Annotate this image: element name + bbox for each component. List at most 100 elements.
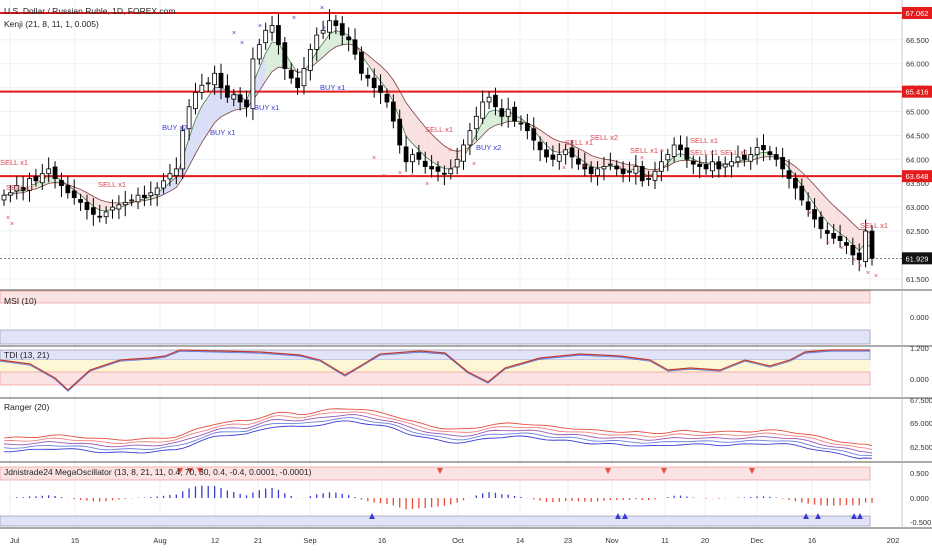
level-price-tag <box>902 6 932 19</box>
candle-body <box>263 29 269 44</box>
signal-cross: × <box>6 215 10 222</box>
candle-body <box>1 194 7 201</box>
candle-body <box>793 178 798 189</box>
mega-buy-marker <box>622 513 628 519</box>
ranger-label: Ranger (20) <box>4 402 50 412</box>
candle-body <box>556 154 562 162</box>
kenji-band-segment <box>380 65 387 90</box>
candle-body <box>403 146 409 163</box>
candle-body <box>607 163 613 166</box>
kenji-band-segment <box>201 96 209 143</box>
kenji-band-segment <box>272 42 279 72</box>
kenji-band-segment <box>189 119 196 167</box>
kenji-band-segment <box>316 43 324 63</box>
candle-body <box>410 154 415 163</box>
kenji-band-segment <box>169 177 177 192</box>
candle-body <box>473 115 479 130</box>
candle-body <box>301 68 307 87</box>
time-tick-label: 20 <box>701 536 709 545</box>
kenji-band-segment <box>425 127 432 162</box>
candle-body <box>697 163 703 167</box>
time-tick-label: 16 <box>378 536 386 545</box>
kenji-band-segment <box>482 111 490 136</box>
signal-cross: × <box>448 147 452 154</box>
candle-body <box>110 206 115 211</box>
candle-body <box>250 58 256 110</box>
candle-body <box>620 168 626 175</box>
level-price-tag <box>902 85 932 98</box>
signal-cross: × <box>660 148 664 155</box>
candle-body <box>601 166 607 170</box>
signal-cross: × <box>858 263 862 270</box>
kenji-band-segment <box>418 119 426 157</box>
candle-body <box>837 235 843 241</box>
ranger-tick-label: 65.000 <box>910 419 932 428</box>
candle-body <box>33 176 39 182</box>
kenji-band-segment <box>827 199 834 229</box>
msi-tick-label: 0.000 <box>910 313 929 322</box>
mega-lower-zone <box>0 515 871 527</box>
candle-body <box>212 72 217 86</box>
mega-sell-marker <box>749 468 755 474</box>
kenji-band-segment <box>597 157 604 168</box>
candle-body <box>237 94 243 103</box>
candle-body <box>307 49 313 71</box>
candle-body <box>14 185 20 192</box>
signal-label: SELL x1 <box>860 221 888 230</box>
kenji-band-segment <box>852 223 860 251</box>
msi-label: MSI (10) <box>4 296 37 306</box>
ranger-band-line <box>3 420 873 459</box>
candle-body <box>46 168 52 175</box>
candle-body <box>448 168 454 175</box>
candle-body <box>167 173 173 180</box>
price-tick-label: 64.000 <box>906 155 929 164</box>
mega-sell-marker <box>605 468 611 474</box>
ranger-tick-label: 62.500 <box>910 443 932 452</box>
signal-cross: × <box>582 163 586 170</box>
candle-body <box>256 44 262 60</box>
signal-cross: × <box>840 245 844 252</box>
signal-label: BUY x1 <box>210 128 235 137</box>
signal-cross: × <box>398 170 402 177</box>
candle-body <box>652 170 658 181</box>
candle-body <box>244 99 249 108</box>
signal-cross: × <box>232 30 236 37</box>
candle-body <box>550 154 556 160</box>
candle-body <box>595 168 600 176</box>
candle-body <box>320 29 326 34</box>
mega-buy-marker <box>857 513 863 519</box>
mega-buy-marker <box>815 513 821 519</box>
candle-body <box>754 146 760 155</box>
price-tick-label: 66.000 <box>906 60 929 69</box>
kenji-band-segment <box>342 32 349 45</box>
signal-label: BUY x2 <box>162 123 187 132</box>
candle-body <box>544 149 549 158</box>
candle-body <box>429 166 434 170</box>
candle-body <box>576 158 581 165</box>
price-tick-label: 63.000 <box>906 203 929 212</box>
axes: 66.50066.00065.50065.00064.50064.00063.5… <box>10 6 932 545</box>
candle-body <box>480 101 486 119</box>
time-tick-label: 16 <box>808 536 816 545</box>
candle-body <box>722 163 728 168</box>
time-tick-label: 202 <box>887 536 900 545</box>
signal-cross: × <box>618 165 622 172</box>
signal-label: SELL x1 <box>690 136 718 145</box>
ranger-band-line <box>3 417 873 457</box>
candle-body <box>231 94 237 100</box>
candle-body <box>505 108 511 117</box>
kenji-band-segment <box>431 134 438 166</box>
candle-body <box>805 201 811 210</box>
candle-body <box>218 72 224 89</box>
kenji-band-segment <box>399 90 407 137</box>
candle-body <box>199 84 205 93</box>
kenji-band-segment <box>86 192 94 207</box>
mega-upper-zone <box>0 466 871 481</box>
time-tick-label: Aug <box>153 536 166 545</box>
candle-body <box>90 207 96 215</box>
price-tick-label: 66.500 <box>906 36 929 45</box>
tdi-lower-zone <box>0 371 871 386</box>
candle-body <box>741 154 747 160</box>
candle-body <box>442 172 447 175</box>
